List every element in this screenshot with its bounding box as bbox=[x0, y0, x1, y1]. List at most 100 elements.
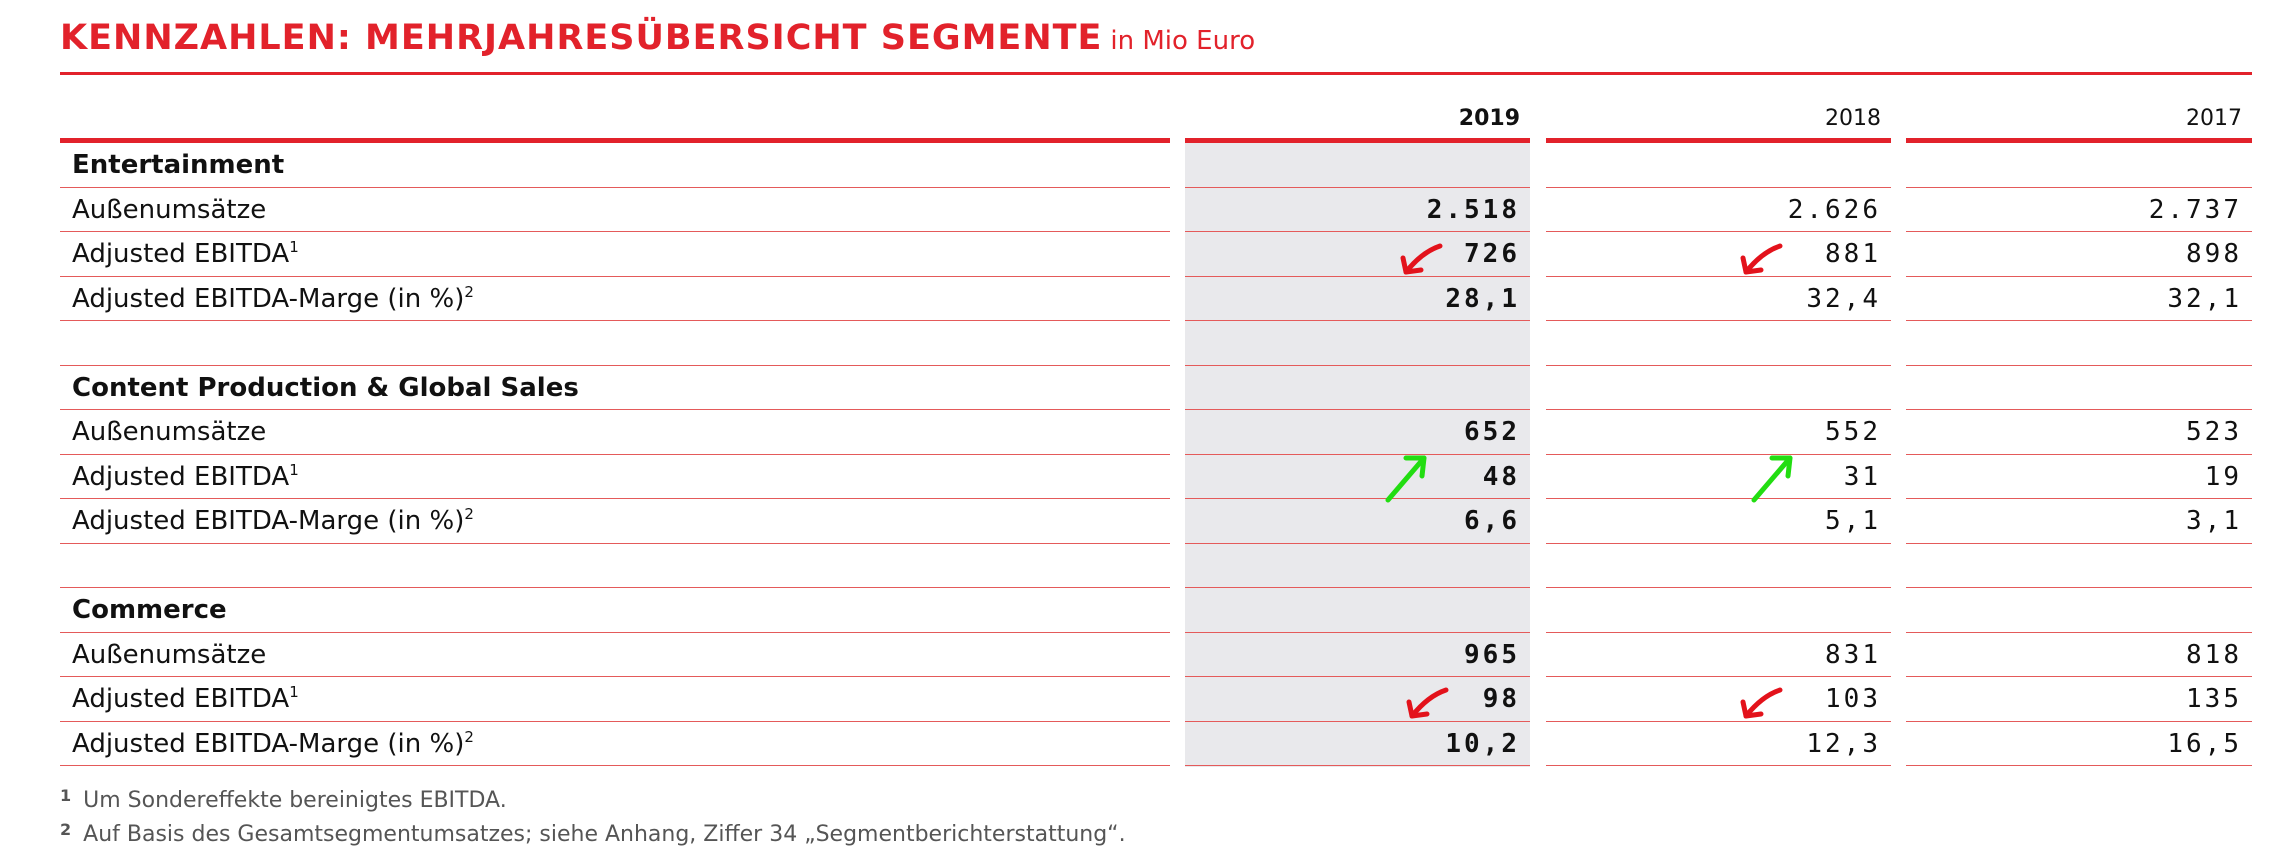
unit: in Mio Euro bbox=[1110, 26, 1256, 56]
value-cell: 98 bbox=[1185, 677, 1530, 722]
value-cell bbox=[1185, 544, 1530, 588]
value: 16,5 bbox=[2167, 728, 2242, 759]
value-cell: 965 bbox=[1185, 633, 1530, 677]
value-cell bbox=[1185, 143, 1530, 188]
row-label: Adjusted EBITDA-Marge (in %)2 bbox=[60, 277, 1170, 321]
value-cell: 48 bbox=[1185, 455, 1530, 499]
value-cell bbox=[1906, 321, 2252, 366]
footnote-marker: 1 bbox=[60, 786, 72, 805]
value: 523 bbox=[2186, 417, 2242, 447]
value: 3,1 bbox=[2186, 506, 2242, 536]
value-cell bbox=[1546, 143, 1891, 188]
value-cell: 3,1 bbox=[1906, 499, 2252, 544]
row-label: Adjusted EBITDA1 bbox=[60, 232, 1170, 277]
value-cell bbox=[1546, 321, 1891, 366]
green-arrow bbox=[1385, 455, 1427, 503]
value-cell bbox=[1546, 544, 1891, 588]
row-label: Adjusted EBITDA-Marge (in %)2 bbox=[60, 722, 1170, 766]
row-label: Commerce bbox=[60, 588, 1170, 633]
value-cell: 32,1 bbox=[1906, 277, 2252, 321]
value: 881 bbox=[1825, 239, 1881, 269]
row-label bbox=[60, 544, 1170, 588]
value: 965 bbox=[1464, 639, 1520, 670]
value: 6,6 bbox=[1464, 506, 1520, 536]
row-label-text: Adjusted EBITDA-Marge (in %) bbox=[72, 728, 465, 759]
value-cell: 19 bbox=[1906, 455, 2252, 499]
row-label-text: Außenumsätze bbox=[72, 417, 267, 447]
value-cell: 135 bbox=[1906, 677, 2252, 722]
value-cell: 552 bbox=[1546, 410, 1891, 455]
value-cell bbox=[1546, 366, 1891, 410]
row-label-text: Adjusted EBITDA bbox=[72, 461, 290, 492]
value-cell: 898 bbox=[1906, 232, 2252, 277]
footnote-text: Auf Basis des Gesamtsegmentumsatzes; sie… bbox=[83, 822, 1126, 847]
value: 818 bbox=[2186, 639, 2242, 670]
value: 103 bbox=[1825, 684, 1881, 714]
value: 32,4 bbox=[1806, 283, 1881, 314]
footnote-ref: 1 bbox=[289, 238, 299, 256]
value: 28,1 bbox=[1445, 283, 1520, 314]
value-cell: 523 bbox=[1906, 410, 2252, 455]
row-label-text: Adjusted EBITDA bbox=[72, 239, 290, 269]
row-label-text: Außenumsätze bbox=[72, 639, 267, 670]
row-label: Außenumsätze bbox=[60, 188, 1170, 232]
red-arrow bbox=[1406, 687, 1449, 719]
value-cell: 5,1 bbox=[1546, 499, 1891, 544]
footnote-ref: 2 bbox=[464, 727, 474, 746]
value-cell: 32,4 bbox=[1546, 277, 1891, 321]
value: 898 bbox=[2186, 239, 2242, 269]
row-label-text: Außenumsätze bbox=[72, 194, 267, 225]
value-cell: 16,5 bbox=[1906, 722, 2252, 766]
title-rule bbox=[60, 72, 2252, 75]
value: 135 bbox=[2186, 684, 2242, 714]
footnote-marker: 2 bbox=[60, 820, 72, 839]
value: 98 bbox=[1482, 684, 1520, 714]
value: 32,1 bbox=[2167, 283, 2242, 314]
value-cell: 6,6 bbox=[1185, 499, 1530, 544]
column-header: 2019 bbox=[1458, 106, 1520, 131]
column-header: 2018 bbox=[1825, 106, 1881, 131]
value-cell: 2.518 bbox=[1185, 188, 1530, 232]
red-arrow bbox=[1400, 243, 1443, 275]
value-cell: 818 bbox=[1906, 633, 2252, 677]
section-title: Content Production & Global Sales bbox=[72, 372, 579, 403]
value-cell bbox=[1185, 588, 1530, 633]
header-rule bbox=[1185, 138, 1530, 143]
header-rule bbox=[60, 138, 1170, 143]
value-cell: 831 bbox=[1546, 633, 1891, 677]
column-header: 2017 bbox=[2186, 106, 2242, 131]
footnote-ref: 1 bbox=[289, 460, 299, 479]
row-label-text: Adjusted EBITDA bbox=[72, 684, 290, 714]
red-arrow bbox=[1740, 243, 1783, 275]
value-cell: 103 bbox=[1546, 677, 1891, 722]
value-cell: 31 bbox=[1546, 455, 1891, 499]
value: 652 bbox=[1464, 417, 1520, 447]
row-label-text: Adjusted EBITDA-Marge (in %) bbox=[72, 506, 465, 536]
value: 831 bbox=[1825, 639, 1881, 670]
green-arrow bbox=[1751, 455, 1793, 503]
footnote-text: Um Sondereffekte bereinigtes EBITDA. bbox=[83, 788, 507, 813]
value-cell: 2.626 bbox=[1546, 188, 1891, 232]
value: 2.626 bbox=[1787, 194, 1881, 225]
value-cell: 12,3 bbox=[1546, 722, 1891, 766]
footnote: 2 Auf Basis des Gesamtsegmentumsatzes; si… bbox=[60, 820, 1126, 847]
row-label: Entertainment bbox=[60, 143, 1170, 188]
value-cell bbox=[1546, 588, 1891, 633]
value-cell: 28,1 bbox=[1185, 277, 1530, 321]
value-cell bbox=[1906, 588, 2252, 633]
value-cell bbox=[1906, 366, 2252, 410]
row-label: Adjusted EBITDA1 bbox=[60, 455, 1170, 499]
value-cell bbox=[1185, 366, 1530, 410]
header-rule bbox=[1906, 138, 2252, 143]
value-cell: 881 bbox=[1546, 232, 1891, 277]
value-cell: 652 bbox=[1185, 410, 1530, 455]
title: KENNZAHLEN: MEHRJAHRESÜBERSICHT SEGMENTE… bbox=[60, 18, 1255, 58]
row-label: Außenumsätze bbox=[60, 633, 1170, 677]
value: 19 bbox=[2204, 461, 2242, 492]
footnote: 1 Um Sondereffekte bereinigtes EBITDA. bbox=[60, 786, 507, 813]
value: 48 bbox=[1482, 461, 1520, 492]
header-rule bbox=[1546, 138, 1891, 143]
value: 10,2 bbox=[1445, 728, 1520, 759]
red-arrow bbox=[1740, 687, 1783, 719]
